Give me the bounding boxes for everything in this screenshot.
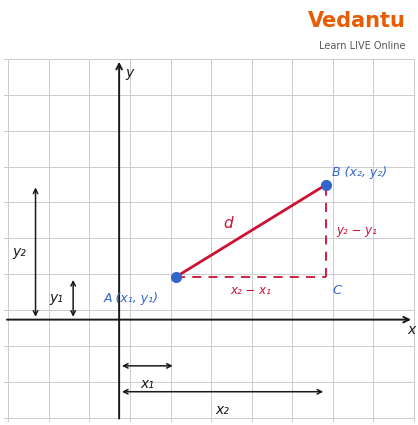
Text: y: y [125, 66, 134, 80]
Text: Vedantu: Vedantu [308, 11, 405, 31]
Text: B (x₂, y₂): B (x₂, y₂) [332, 166, 387, 179]
Text: y₁: y₁ [49, 292, 64, 305]
Text: x₂ − x₁: x₂ − x₁ [230, 284, 271, 297]
Text: d: d [223, 216, 233, 231]
Text: C: C [332, 284, 342, 297]
Text: x₂: x₂ [216, 403, 229, 417]
Text: y₂ − y₁: y₂ − y₁ [336, 224, 377, 238]
Text: A (x₁, y₁): A (x₁, y₁) [104, 292, 159, 305]
Text: x: x [408, 323, 416, 337]
Text: x₁: x₁ [140, 377, 154, 391]
Text: y₂: y₂ [12, 245, 26, 259]
Text: Learn LIVE Online: Learn LIVE Online [319, 42, 405, 51]
